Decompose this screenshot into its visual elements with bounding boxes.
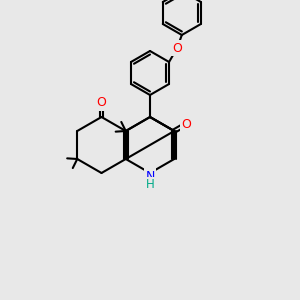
Text: N: N [145,169,155,182]
Text: O: O [172,42,182,55]
Text: O: O [182,118,191,130]
Text: O: O [97,97,106,110]
Text: H: H [146,178,154,191]
